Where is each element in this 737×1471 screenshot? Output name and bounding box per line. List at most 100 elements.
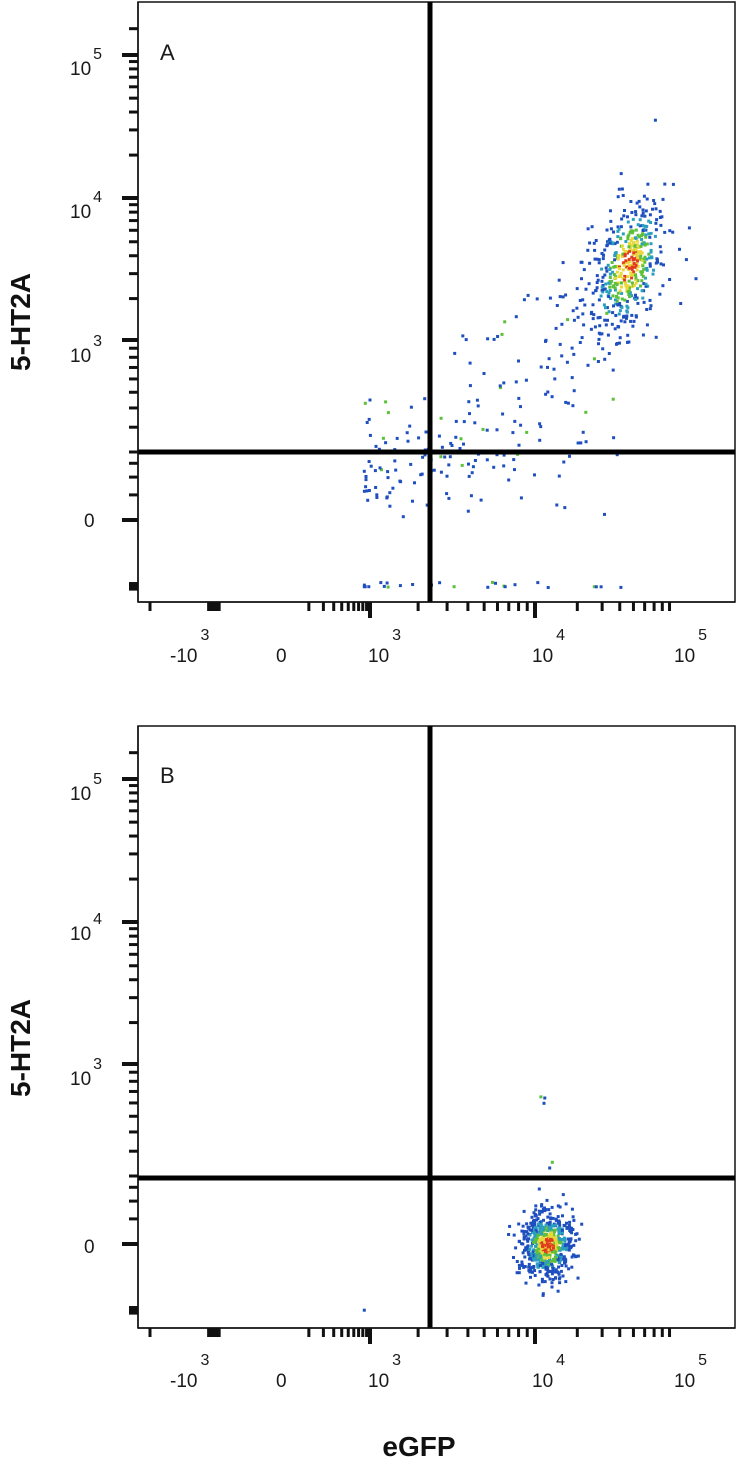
data-point (642, 268, 646, 271)
data-point (545, 1253, 549, 1257)
data-point (552, 1257, 556, 1261)
data-point (649, 242, 653, 246)
data-point (537, 1256, 541, 1260)
data-point (608, 281, 612, 285)
data-point (380, 468, 383, 472)
panel-a-x-tick-1e3: 103 (368, 627, 401, 667)
data-point (649, 250, 653, 254)
data-point (623, 209, 626, 212)
data-point (512, 1256, 515, 1259)
data-point (561, 1274, 565, 1278)
data-point (655, 257, 659, 261)
data-point (565, 1246, 569, 1250)
data-point (525, 1245, 529, 1249)
data-point (615, 294, 618, 298)
data-point (546, 1245, 550, 1249)
data-point (630, 267, 634, 271)
data-point (648, 235, 652, 239)
data-point (661, 284, 665, 288)
data-point (625, 314, 629, 318)
data-point (620, 291, 624, 295)
data-point (603, 273, 607, 277)
data-point (615, 283, 619, 286)
data-point (378, 466, 382, 470)
data-point (468, 384, 472, 388)
data-point (555, 503, 559, 507)
data-point (611, 294, 615, 298)
data-point (598, 324, 602, 328)
data-point (612, 230, 615, 234)
data-point (532, 1248, 536, 1252)
data-point (546, 1215, 550, 1219)
data-point (616, 296, 620, 300)
data-point (595, 281, 599, 284)
data-point (559, 1258, 563, 1262)
data-point (641, 211, 645, 215)
data-point (541, 1261, 545, 1265)
data-point (557, 1265, 561, 1269)
data-point (517, 443, 521, 447)
data-point (597, 258, 601, 262)
data-point (550, 1205, 554, 1209)
data-point (632, 284, 636, 288)
data-point (611, 241, 615, 245)
data-point (450, 444, 454, 447)
data-point (517, 396, 521, 400)
data-point (639, 244, 643, 248)
data-point (629, 225, 633, 229)
data-point (543, 1252, 546, 1256)
data-point (570, 1231, 574, 1235)
panel-a-y-tick-1e4: 104 (70, 189, 102, 223)
data-point (519, 405, 522, 409)
data-point (549, 1216, 553, 1220)
panel-b-y-tick-1e5: 105 (70, 771, 102, 805)
data-point (634, 273, 637, 277)
data-point (642, 194, 646, 198)
data-point (534, 1213, 538, 1217)
data-point (547, 1248, 551, 1252)
data-point (636, 265, 640, 268)
data-point (531, 1265, 535, 1269)
data-point (638, 235, 641, 239)
data-point (540, 1251, 544, 1255)
data-point (545, 1247, 549, 1250)
data-point (560, 354, 564, 358)
data-point (630, 313, 634, 317)
data-point (559, 1269, 563, 1273)
data-point (448, 455, 452, 459)
data-point (554, 1238, 558, 1242)
data-point (557, 1241, 561, 1245)
data-point (619, 172, 623, 176)
data-point (607, 295, 611, 299)
data-point (659, 250, 663, 254)
data-point (626, 260, 630, 264)
data-point (561, 1245, 565, 1249)
data-point (540, 1234, 544, 1238)
data-point (581, 298, 585, 302)
data-point (621, 252, 625, 256)
data-point (591, 317, 595, 321)
data-point (540, 1203, 544, 1207)
data-point (639, 284, 642, 288)
data-point (528, 1228, 532, 1232)
data-point (629, 263, 633, 267)
data-point (564, 1202, 568, 1206)
data-point (385, 581, 389, 585)
data-point (559, 1254, 563, 1258)
data-point (639, 250, 643, 254)
data-point (561, 1214, 564, 1218)
data-point (584, 410, 588, 414)
data-point (549, 1269, 553, 1273)
panel-b-x-tick-1e4: 104 (532, 1352, 565, 1392)
data-point (618, 289, 622, 293)
data-point (568, 1220, 572, 1224)
data-point (532, 1236, 536, 1240)
data-point (368, 433, 372, 437)
data-point (541, 1265, 545, 1269)
data-point (601, 275, 605, 279)
panel-b-y-axis: 105 104 103 0 (70, 726, 139, 1328)
data-point (556, 1289, 560, 1293)
data-point (652, 199, 656, 202)
data-point (534, 1236, 538, 1240)
data-point (643, 260, 647, 264)
